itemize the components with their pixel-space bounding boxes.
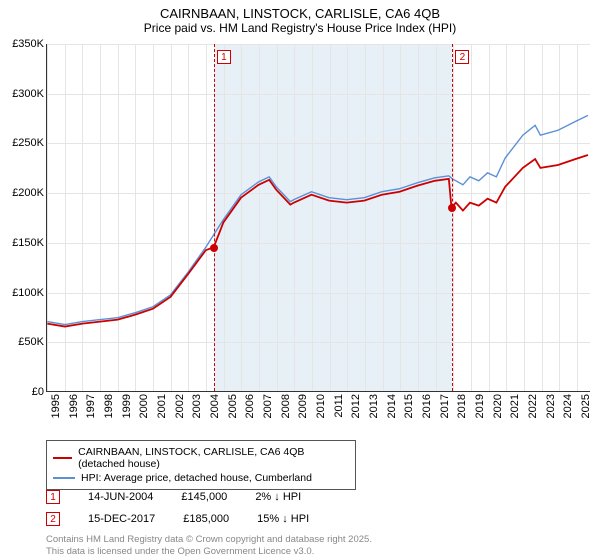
legend-item: CAIRNBAAN, LINSTOCK, CARLISLE, CA6 4QB (…: [53, 445, 349, 471]
x-axis-label: 2013: [368, 394, 380, 430]
x-axis-label: 2011: [333, 394, 345, 430]
annotation-row: 1 14-JUN-2004 £145,000 2% ↓ HPI: [46, 490, 301, 504]
x-axis-label: 2001: [156, 394, 168, 430]
x-axis-label: 2021: [509, 394, 521, 430]
chart-subtitle: Price paid vs. HM Land Registry's House …: [0, 21, 600, 39]
x-axis-label: 2009: [297, 394, 309, 430]
annotation-price: £145,000: [181, 491, 227, 503]
chart-plot-area: 12: [46, 44, 590, 392]
x-axis-label: 2023: [545, 394, 557, 430]
x-axis-label: 2015: [403, 394, 415, 430]
x-axis-label: 2022: [527, 394, 539, 430]
legend-swatch: [53, 477, 75, 479]
annotation-delta: 15% ↓ HPI: [257, 513, 309, 525]
annotation-price: £185,000: [183, 513, 229, 525]
legend-item: HPI: Average price, detached house, Cumb…: [53, 471, 349, 485]
legend-swatch: [53, 457, 72, 459]
annotation-date: 15-DEC-2017: [88, 513, 155, 525]
chart-marker-box: 2: [455, 50, 469, 64]
x-axis-label: 2020: [492, 394, 504, 430]
x-axis-label: 1997: [85, 394, 97, 430]
x-axis-label: 2000: [138, 394, 150, 430]
x-axis-label: 2008: [280, 394, 292, 430]
annotation-date: 14-JUN-2004: [88, 491, 153, 503]
chart-marker-dot: [448, 204, 456, 212]
chart-title: CAIRNBAAN, LINSTOCK, CARLISLE, CA6 4QB: [0, 0, 600, 21]
x-axis-label: 2005: [227, 394, 239, 430]
annotation-row: 2 15-DEC-2017 £185,000 15% ↓ HPI: [46, 512, 309, 526]
annotation-marker: 2: [46, 512, 60, 526]
x-axis-label: 2024: [562, 394, 574, 430]
footer-copyright: Contains HM Land Registry data © Crown c…: [46, 534, 372, 558]
x-axis-label: 2004: [209, 394, 221, 430]
chart-marker-dot: [210, 244, 218, 252]
x-axis-label: 2007: [262, 394, 274, 430]
y-axis-label: £300K: [12, 88, 44, 100]
annotation-marker: 1: [46, 490, 60, 504]
x-axis-label: 2006: [244, 394, 256, 430]
x-axis-label: 2016: [421, 394, 433, 430]
annotation-delta: 2% ↓ HPI: [255, 491, 301, 503]
y-axis-label: £200K: [12, 187, 44, 199]
x-axis-label: 2002: [174, 394, 186, 430]
chart-marker-box: 1: [217, 50, 231, 64]
legend-label: CAIRNBAAN, LINSTOCK, CARLISLE, CA6 4QB (…: [78, 446, 349, 470]
x-axis-label: 2003: [191, 394, 203, 430]
x-axis-label: 2019: [474, 394, 486, 430]
y-axis-label: £100K: [12, 287, 44, 299]
x-axis-label: 1995: [50, 394, 62, 430]
x-axis-label: 1996: [68, 394, 80, 430]
legend-box: CAIRNBAAN, LINSTOCK, CARLISLE, CA6 4QB (…: [46, 440, 356, 490]
x-axis-label: 1999: [121, 394, 133, 430]
y-axis-label: £150K: [12, 237, 44, 249]
line-series-svg: [47, 44, 590, 391]
y-axis-label: £0: [32, 386, 44, 398]
x-axis-label: 2010: [315, 394, 327, 430]
x-axis-label: 2012: [350, 394, 362, 430]
x-axis-label: 2025: [580, 394, 592, 430]
x-axis-label: 2018: [456, 394, 468, 430]
y-axis-label: £250K: [12, 137, 44, 149]
legend-label: HPI: Average price, detached house, Cumb…: [81, 472, 312, 484]
x-axis-label: 2017: [439, 394, 451, 430]
y-axis-label: £50K: [18, 336, 44, 348]
y-axis-label: £350K: [12, 38, 44, 50]
x-axis-label: 2014: [386, 394, 398, 430]
x-axis-label: 1998: [103, 394, 115, 430]
